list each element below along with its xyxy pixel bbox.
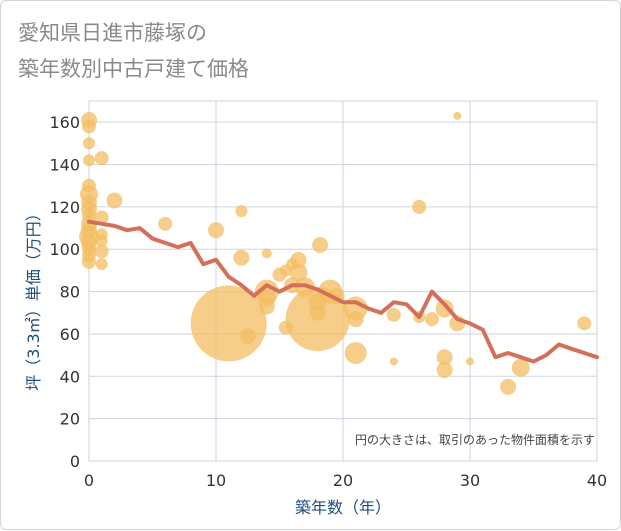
trend-line bbox=[87, 219, 599, 364]
chart-title: 愛知県日進市藤塚の 築年数別中古戸建て価格 bbox=[18, 15, 249, 87]
bubble bbox=[344, 342, 367, 364]
y-tick-label: 80 bbox=[60, 283, 80, 302]
size-note: 円の大きさは、取引のあった物件面積を示す bbox=[355, 432, 595, 447]
trend-series bbox=[87, 219, 599, 364]
y-tick-label: 120 bbox=[49, 198, 80, 217]
bubble bbox=[83, 154, 95, 167]
bubble bbox=[453, 111, 462, 120]
bubble bbox=[278, 320, 293, 335]
chart-title-line-2: 築年数別中古戸建て価格 bbox=[18, 57, 249, 81]
x-tick-label: 10 bbox=[206, 471, 226, 490]
bubble bbox=[95, 234, 108, 247]
bubble bbox=[386, 307, 401, 322]
grid-lines bbox=[88, 100, 598, 462]
y-axis-label: 坪（3.3㎡）単価（万円） bbox=[24, 205, 43, 390]
bubble bbox=[435, 299, 454, 318]
y-tick-label: 20 bbox=[60, 410, 80, 429]
bubble bbox=[412, 199, 427, 214]
chart-title-line-1: 愛知県日進市藤塚の bbox=[18, 21, 207, 45]
bubble bbox=[466, 357, 474, 366]
bubble bbox=[94, 151, 109, 166]
y-tick-label: 100 bbox=[49, 240, 80, 259]
bubble bbox=[208, 222, 224, 239]
bubble bbox=[500, 378, 517, 395]
bubble bbox=[436, 349, 453, 366]
y-tick-label: 140 bbox=[49, 156, 80, 175]
bubble bbox=[347, 311, 364, 328]
y-tick-label: 40 bbox=[60, 367, 80, 386]
bubble bbox=[82, 119, 96, 134]
y-tick-label: 60 bbox=[60, 325, 80, 344]
bubble bbox=[233, 249, 250, 266]
bubble bbox=[82, 254, 96, 269]
bubble-series bbox=[79, 111, 592, 395]
bubble bbox=[258, 298, 275, 315]
bubble bbox=[261, 248, 272, 259]
x-tick-label: 20 bbox=[333, 471, 353, 490]
bubble bbox=[436, 361, 453, 378]
bubble bbox=[83, 137, 95, 150]
axes: 0 20 40 60 80 100 120 140 160 0 10 20 30 40 bbox=[49, 113, 607, 490]
bubble bbox=[290, 251, 307, 268]
bubble bbox=[312, 237, 329, 253]
bubble bbox=[577, 316, 592, 331]
x-tick-label: 0 bbox=[84, 471, 94, 490]
bubble bbox=[389, 357, 398, 366]
bubble bbox=[511, 358, 530, 377]
x-tick-label: 30 bbox=[460, 471, 480, 490]
bubble bbox=[94, 210, 109, 225]
y-tick-label: 0 bbox=[70, 452, 80, 471]
x-tick-label: 40 bbox=[587, 471, 607, 490]
bubble bbox=[95, 258, 108, 271]
bubble bbox=[289, 263, 308, 282]
bubble bbox=[106, 192, 123, 209]
x-axis-label: 築年数（年） bbox=[295, 498, 391, 517]
bubble bbox=[239, 328, 256, 345]
bubble bbox=[94, 244, 109, 259]
bubble bbox=[235, 205, 248, 218]
bubble bbox=[158, 216, 173, 231]
bubble bbox=[424, 312, 439, 327]
bubble bbox=[309, 304, 326, 321]
y-tick-label: 160 bbox=[49, 113, 80, 132]
